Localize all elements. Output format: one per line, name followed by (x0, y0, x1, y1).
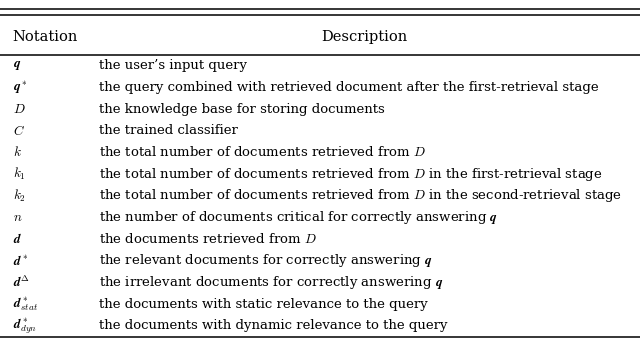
Text: the relevant documents for correctly answering $\boldsymbol{q}$: the relevant documents for correctly ans… (99, 252, 433, 269)
Text: $n$: $n$ (13, 211, 22, 224)
Text: the total number of documents retrieved from $D$: the total number of documents retrieved … (99, 145, 426, 159)
Text: $k_1$: $k_1$ (13, 166, 26, 182)
Text: $\boldsymbol{d}$: $\boldsymbol{d}$ (13, 232, 22, 246)
Text: $\boldsymbol{q}^*$: $\boldsymbol{q}^*$ (13, 79, 28, 96)
Text: Description: Description (322, 30, 408, 44)
Text: $k$: $k$ (13, 145, 22, 159)
Text: the documents retrieved from $D$: the documents retrieved from $D$ (99, 232, 317, 246)
Text: the irrelevant documents for correctly answering $\boldsymbol{q}$: the irrelevant documents for correctly a… (99, 274, 444, 291)
Text: the trained classifier: the trained classifier (99, 124, 238, 137)
Text: $C$: $C$ (13, 124, 25, 138)
Text: $\boldsymbol{d}^*_{dyn}$: $\boldsymbol{d}^*_{dyn}$ (13, 316, 37, 335)
Text: the knowledge base for storing documents: the knowledge base for storing documents (99, 103, 385, 116)
Text: the number of documents critical for correctly answering $\boldsymbol{q}$: the number of documents critical for cor… (99, 209, 498, 226)
Text: the query combined with retrieved document after the first-retrieval stage: the query combined with retrieved docume… (99, 81, 599, 94)
Text: the documents with static relevance to the query: the documents with static relevance to t… (99, 298, 428, 311)
Text: the user’s input query: the user’s input query (99, 59, 247, 72)
Text: $\boldsymbol{d}^{\Delta}$: $\boldsymbol{d}^{\Delta}$ (13, 275, 29, 290)
Text: $D$: $D$ (13, 103, 26, 116)
Text: the total number of documents retrieved from $D$ in the first-retrieval stage: the total number of documents retrieved … (99, 166, 603, 183)
Text: $k_2$: $k_2$ (13, 188, 26, 204)
Text: the total number of documents retrieved from $D$ in the second-retrieval stage: the total number of documents retrieved … (99, 187, 622, 204)
Text: the documents with dynamic relevance to the query: the documents with dynamic relevance to … (99, 319, 448, 332)
Text: $\boldsymbol{q}$: $\boldsymbol{q}$ (13, 59, 21, 72)
Text: Notation: Notation (13, 30, 78, 44)
Text: $\boldsymbol{d}^*$: $\boldsymbol{d}^*$ (13, 254, 28, 268)
Text: $\boldsymbol{d}^*_{stat}$: $\boldsymbol{d}^*_{stat}$ (13, 296, 38, 313)
